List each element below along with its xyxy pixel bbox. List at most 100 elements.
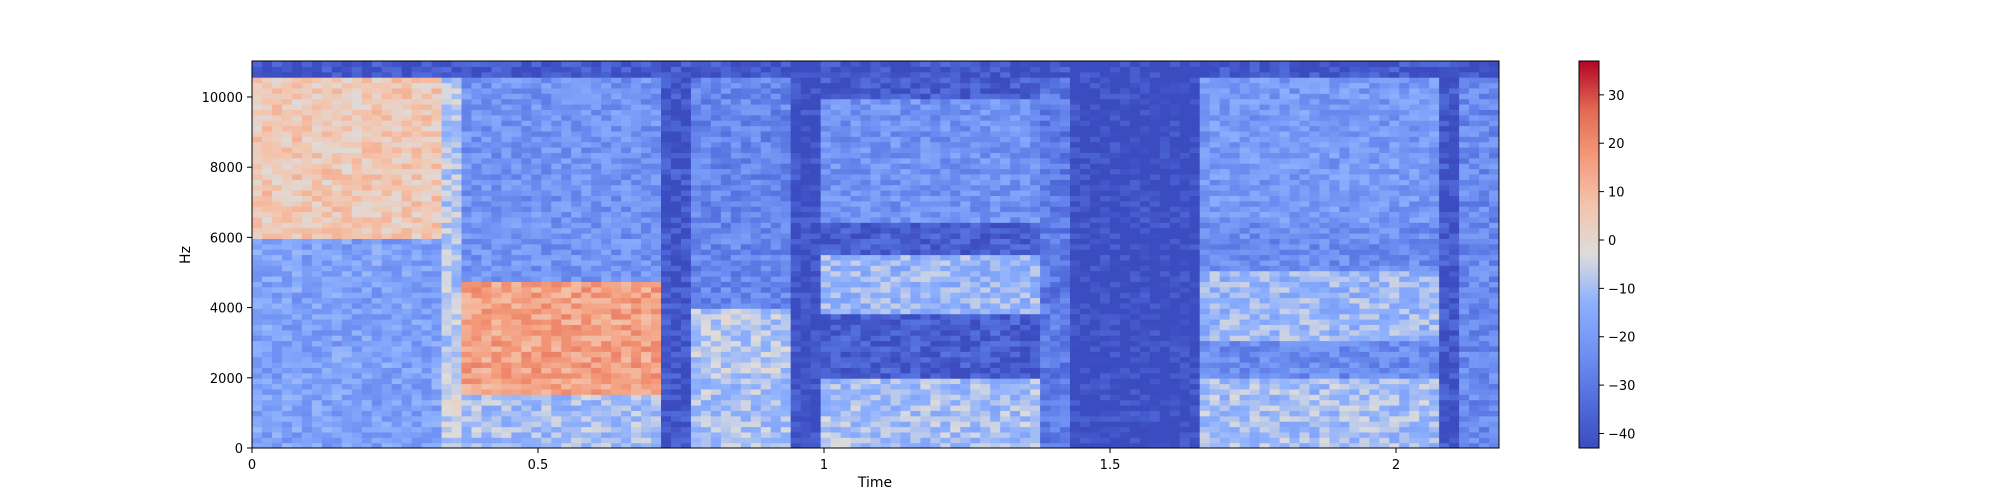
spectrogram-cell [391, 362, 403, 368]
spectrogram-cell [830, 211, 842, 218]
spectrogram-cell [421, 206, 433, 213]
spectrogram-cell [471, 152, 483, 159]
spectrogram-cell [471, 437, 483, 444]
spectrogram-cell [541, 388, 552, 395]
spectrogram-cell [730, 367, 742, 374]
spectrogram-cell [501, 141, 512, 148]
spectrogram-cell [461, 206, 473, 213]
spectrogram-cell [930, 426, 941, 433]
spectrogram-cell [521, 319, 532, 325]
spectrogram-cell [381, 238, 393, 245]
spectrogram-cell [301, 302, 313, 309]
spectrogram-cell [501, 238, 512, 245]
spectrogram-cell [850, 109, 862, 116]
spectrogram-cell [880, 66, 892, 73]
spectrogram-cell [770, 410, 782, 417]
spectrogram-cell [501, 125, 512, 132]
spectrogram-cell [491, 335, 502, 342]
spectrogram-cell [661, 292, 672, 299]
spectrogram-cell [311, 200, 323, 207]
spectrogram-cell [481, 206, 493, 213]
spectrogram-cell [311, 351, 323, 358]
spectrogram-cell [471, 297, 483, 304]
spectrogram-cell [421, 297, 433, 304]
spectrogram-cell [511, 77, 522, 84]
spectrogram-cell [461, 292, 473, 299]
spectrogram-cell [421, 168, 433, 175]
spectrogram-cell [700, 93, 712, 100]
spectrogram-cell [631, 340, 642, 347]
spectrogram-cell [700, 329, 712, 336]
spectrogram-cell [930, 82, 941, 89]
spectrogram-cell [591, 61, 602, 67]
spectrogram-cell [641, 136, 652, 143]
spectrogram-cell [541, 179, 552, 186]
spectrogram-cell [641, 324, 652, 331]
spectrogram-cell [661, 372, 672, 379]
spectrogram-cell [631, 109, 642, 116]
spectrogram-cell [391, 104, 403, 110]
spectrogram-cell [301, 87, 313, 94]
spectrogram-cell [700, 227, 712, 234]
spectrogram-cell [690, 308, 702, 315]
spectrogram-cell [361, 276, 373, 282]
spectrogram-cell [710, 421, 722, 428]
spectrogram-cell [531, 141, 542, 148]
spectrogram-cell [720, 173, 732, 180]
spectrogram-cell [730, 388, 742, 395]
spectrogram-cell [641, 259, 652, 266]
spectrogram-cell [461, 238, 473, 245]
spectrogram-cell [920, 130, 931, 137]
spectrogram-cell [611, 378, 622, 385]
spectrogram-cell [391, 431, 403, 438]
spectrogram-cell [301, 211, 313, 218]
spectrogram-cell [661, 362, 672, 368]
spectrogram-cell [481, 141, 493, 148]
spectrogram-cell [491, 66, 502, 73]
spectrogram-cell [740, 345, 752, 352]
spectrogram-cell [591, 227, 602, 234]
spectrogram-cell [670, 254, 682, 261]
spectrogram-cell [830, 136, 842, 143]
spectrogram-cell [581, 61, 592, 67]
spectrogram-cell [810, 351, 822, 358]
spectrogram-cell [441, 297, 453, 304]
spectrogram-cell [860, 399, 872, 406]
spectrogram-cell [840, 71, 852, 78]
spectrogram-cell [750, 335, 762, 342]
spectrogram-cell [521, 281, 532, 288]
spectrogram-cell [431, 351, 443, 358]
spectrogram-cell [321, 265, 333, 272]
spectrogram-cell [720, 367, 732, 374]
spectrogram-cell [591, 147, 602, 153]
spectrogram-cell [321, 93, 333, 100]
spectrogram-cell [541, 276, 552, 282]
spectrogram-cell [252, 157, 263, 164]
spectrogram-cell [261, 98, 273, 105]
spectrogram-cell [261, 313, 273, 320]
spectrogram-cell [351, 302, 363, 309]
spectrogram-cell [920, 249, 931, 256]
spectrogram-cell [481, 173, 493, 180]
spectrogram-cell [840, 410, 852, 417]
spectrogram-cell [281, 302, 293, 309]
spectrogram-cell [252, 270, 263, 277]
spectrogram-cell [581, 329, 592, 336]
spectrogram-cell [351, 378, 363, 385]
spectrogram-cell [830, 324, 842, 331]
spectrogram-cell [740, 281, 752, 288]
spectrogram-cell [601, 98, 612, 105]
spectrogram-cell [750, 147, 762, 153]
spectrogram-cell [301, 77, 313, 84]
spectrogram-cell [281, 233, 293, 239]
spectrogram-cell [441, 372, 453, 379]
spectrogram-cell [890, 324, 902, 331]
spectrogram-cell [311, 388, 323, 395]
spectrogram-cell [361, 98, 373, 105]
spectrogram-cell [481, 109, 493, 116]
spectrogram-cell [890, 200, 902, 207]
spectrogram-cell [770, 367, 782, 374]
spectrogram-cell [840, 141, 852, 148]
spectrogram-cell [511, 168, 522, 175]
spectrogram-cell [621, 437, 632, 444]
